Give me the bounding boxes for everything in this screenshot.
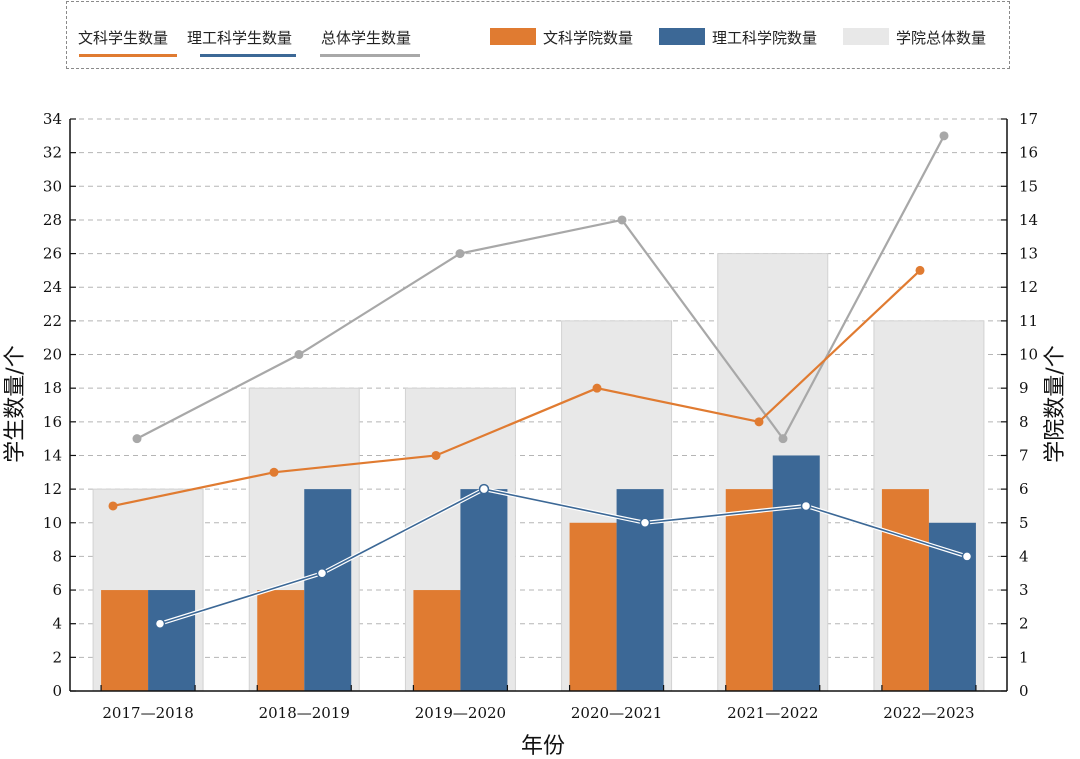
legend-label-arts-students: 文科学生数量 [78,29,169,47]
x-tick-label-0: 2017—2018 [102,704,193,722]
x-tick-label-4: 2021—2022 [727,704,818,722]
point-0-5 [915,265,925,275]
left-axis-title: 学生数量/个 [3,345,28,462]
bar-arts-colleges-5 [881,489,929,691]
left-tick-label-6: 12 [43,480,62,498]
right-tick-label-11: 11 [1019,312,1038,330]
right-tick-label-6: 6 [1019,480,1029,498]
x-tick-label-5: 2022—2023 [883,704,974,722]
point-1-5 [961,551,973,562]
point-2-5 [939,131,949,141]
x-tick-label-3: 2020—2021 [571,704,662,722]
gridlines [70,118,1007,658]
point-0-4 [754,417,764,427]
line-series-1 [159,488,968,625]
left-tick-label-15: 30 [43,177,62,195]
right-tick-label-3: 3 [1019,581,1029,599]
right-tick-label-17: 17 [1019,110,1038,128]
legend-label-total-colleges: 学院总体数量 [896,29,987,47]
point-2-3 [617,215,627,225]
left-tick-label-4: 8 [52,547,62,565]
axes: 0246810121416182022242628303234012345678… [43,110,1038,722]
left-tick-label-17: 34 [43,110,62,128]
right-tick-label-8: 8 [1019,413,1029,431]
right-tick-label-0: 0 [1019,682,1029,700]
x-tick-label-1: 2018—2019 [259,704,350,722]
point-0-3 [592,383,602,393]
legend-line-total-students [320,54,420,57]
right-axis-title: 学院数量/个 [1043,345,1068,462]
point-1-1 [316,567,328,579]
legend-label-arts-colleges: 文科学院数量 [543,29,634,47]
point-1-3 [639,517,651,529]
right-tick-label-1: 1 [1019,648,1029,666]
left-tick-label-2: 4 [52,615,62,633]
point-0-2 [431,450,441,460]
bar-science-colleges-0 [148,590,196,691]
x-tick-label-2: 2019—2020 [415,704,506,722]
left-tick-label-8: 16 [43,413,62,431]
left-tick-label-1: 2 [52,648,62,666]
bars [92,253,985,692]
bar-arts-colleges-2 [413,590,461,691]
right-tick-label-16: 16 [1019,144,1038,162]
bar-arts-colleges-3 [569,522,617,691]
right-tick-label-13: 13 [1019,245,1038,263]
legend-label-total-students: 总体学生数量 [321,29,412,47]
left-tick-label-13: 26 [43,245,62,263]
bar-science-colleges-1 [304,489,352,691]
left-tick-label-10: 20 [43,346,62,364]
left-tick-label-5: 10 [43,514,62,532]
lines [108,131,973,629]
left-tick-label-0: 0 [52,682,62,700]
bar-arts-colleges-1 [257,590,305,691]
legend-swatch-science-colleges [659,28,705,45]
right-tick-label-9: 9 [1019,379,1029,397]
right-tick-label-2: 2 [1019,615,1029,633]
point-2-1 [294,350,304,360]
legend-label-science-students: 理工科学生数量 [187,29,293,47]
point-2-4 [778,434,788,444]
right-tick-label-14: 14 [1019,211,1038,229]
bar-science-colleges-2 [460,489,508,691]
bar-science-colleges-4 [772,455,820,691]
legend-swatch-total-colleges [843,28,889,45]
legend: 文科学生数量 理工科学生数量 总体学生数量 文科学院数量 理工科学院数量 学院总… [66,1,1010,69]
left-tick-label-16: 32 [43,144,62,162]
left-tick-label-12: 24 [43,278,62,296]
legend-label-science-colleges: 理工科学院数量 [712,29,818,47]
line-series-0 [112,269,921,508]
left-tick-label-14: 28 [43,211,62,229]
point-0-1 [269,467,279,477]
legend-line-science-students [200,54,296,57]
right-tick-label-15: 15 [1019,177,1038,195]
bar-arts-colleges-0 [101,590,149,691]
legend-line-arts-students [79,54,177,57]
point-2-2 [455,249,465,259]
right-tick-label-4: 4 [1019,547,1029,565]
point-2-0 [132,434,142,444]
right-tick-label-10: 10 [1019,346,1038,364]
point-1-4 [800,500,812,512]
left-tick-label-3: 6 [52,581,62,599]
point-0-0 [108,501,118,511]
right-tick-label-12: 12 [1019,278,1038,296]
bar-arts-colleges-4 [725,489,773,691]
right-tick-label-5: 5 [1019,514,1029,532]
point-1-0 [154,618,166,629]
point-1-2 [478,483,490,495]
left-tick-label-7: 14 [43,446,62,464]
line-series-2 [136,135,945,441]
legend-swatch-arts-colleges [490,28,536,45]
x-axis-title: 年份 [521,734,565,759]
right-tick-label-7: 7 [1019,446,1029,464]
left-tick-label-11: 22 [43,312,62,330]
left-tick-label-9: 18 [43,379,62,397]
